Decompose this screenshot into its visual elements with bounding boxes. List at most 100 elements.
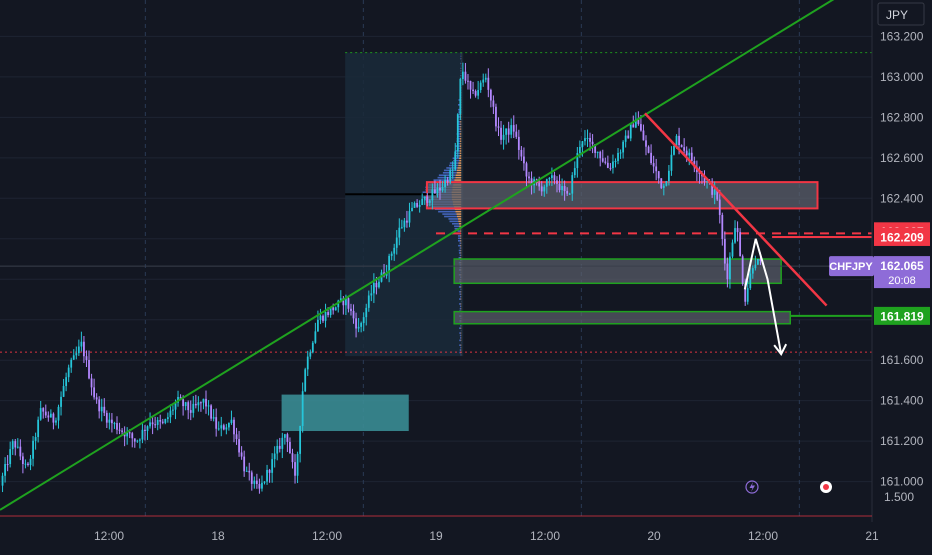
candle-body xyxy=(414,203,416,208)
candle-body xyxy=(284,434,286,438)
candle-body xyxy=(421,199,423,205)
candle-body xyxy=(403,221,405,228)
profile-bar-sell xyxy=(461,303,462,305)
candle-body xyxy=(358,327,360,329)
candle-body xyxy=(457,114,459,151)
candle-body xyxy=(197,402,199,405)
candle-body xyxy=(459,79,461,114)
candle-body xyxy=(574,168,576,175)
profile-bar-sell xyxy=(461,298,462,300)
candle-body xyxy=(398,228,400,238)
candle-body xyxy=(116,423,118,430)
candle-body xyxy=(655,166,657,171)
profile-bar-buy xyxy=(460,325,461,327)
candle-body xyxy=(442,187,444,190)
candle-body xyxy=(139,440,141,441)
candle-body xyxy=(673,146,675,155)
profile-bar-buy xyxy=(458,238,460,240)
candle-body xyxy=(582,141,584,147)
profile-bar-sell xyxy=(461,327,462,329)
profile-bar-buy xyxy=(460,242,461,244)
candle-body xyxy=(592,142,594,144)
profile-bar-sell xyxy=(457,213,462,215)
candle-body xyxy=(259,484,261,489)
candle-body xyxy=(401,227,403,228)
profile-bar-sell xyxy=(460,153,462,155)
profile-bar-buy xyxy=(458,131,460,133)
candle-body xyxy=(510,125,512,135)
profile-bar-sell xyxy=(460,133,461,135)
candle-body xyxy=(462,72,464,79)
candle-body xyxy=(559,184,561,190)
candle-body xyxy=(360,323,362,327)
price-tick-label: 161.600 xyxy=(880,353,924,367)
price-badge-label: 161.819 xyxy=(880,309,924,323)
candle-body xyxy=(304,369,306,391)
candle-body xyxy=(246,471,248,472)
candle-body xyxy=(2,476,4,486)
candle-body xyxy=(437,188,439,194)
profile-bar-sell xyxy=(459,157,461,159)
profile-bar-buy xyxy=(461,70,462,72)
candle-body xyxy=(663,186,665,188)
candle-body xyxy=(103,407,105,413)
profile-bar-buy xyxy=(459,286,461,288)
time-tick-label: 18 xyxy=(211,529,225,543)
candle-body xyxy=(73,355,75,359)
profile-bar-buy xyxy=(458,235,460,237)
price-tick-label: 161.200 xyxy=(880,434,924,448)
profile-bar-buy xyxy=(460,296,461,298)
candle-body xyxy=(220,425,222,428)
candle-body xyxy=(157,420,159,425)
candle-body xyxy=(45,412,47,416)
profile-bar-buy xyxy=(459,250,461,252)
candle-body xyxy=(154,424,156,425)
candle-body xyxy=(513,125,515,132)
candle-body xyxy=(65,377,67,386)
profile-bar-sell xyxy=(460,143,461,145)
candle-body xyxy=(477,90,479,96)
record-icon[interactable] xyxy=(820,481,832,493)
profile-bar-sell xyxy=(460,136,461,138)
profile-bar-sell xyxy=(455,211,461,213)
profile-bar-sell xyxy=(461,131,462,133)
profile-bar-buy xyxy=(460,337,461,339)
candle-body xyxy=(276,446,278,454)
candle-body xyxy=(610,168,612,169)
candle-body xyxy=(373,283,375,293)
profile-bar-sell xyxy=(460,230,461,232)
candle-body xyxy=(597,152,599,153)
candle-body xyxy=(172,410,174,411)
candle-body xyxy=(129,432,131,433)
candle-body xyxy=(88,360,90,378)
candle-body xyxy=(269,470,271,473)
time-tick-label: 12:00 xyxy=(94,529,124,543)
candle-body xyxy=(314,331,316,342)
candle-body xyxy=(32,441,34,459)
candle-body xyxy=(170,411,172,418)
candle-body xyxy=(587,138,589,139)
candle-body xyxy=(645,140,647,146)
candle-body xyxy=(556,180,558,183)
candle-body xyxy=(86,356,88,360)
candle-body xyxy=(543,187,545,192)
candle-body xyxy=(424,196,426,198)
candle-body xyxy=(274,454,276,460)
candle-body xyxy=(470,81,472,90)
candle-body xyxy=(660,178,662,188)
profile-bar-buy xyxy=(444,216,457,218)
profile-bar-buy xyxy=(460,289,461,291)
candle-body xyxy=(589,138,591,142)
candle-body xyxy=(68,368,70,378)
candle-body xyxy=(508,128,510,134)
candle-body xyxy=(108,420,110,423)
candle-body xyxy=(551,175,553,178)
candle-body xyxy=(454,151,456,169)
candle-body xyxy=(228,423,230,427)
candle-body xyxy=(686,151,688,156)
candle-body xyxy=(627,136,629,139)
candle-body xyxy=(668,171,670,181)
candle-body xyxy=(312,343,314,353)
